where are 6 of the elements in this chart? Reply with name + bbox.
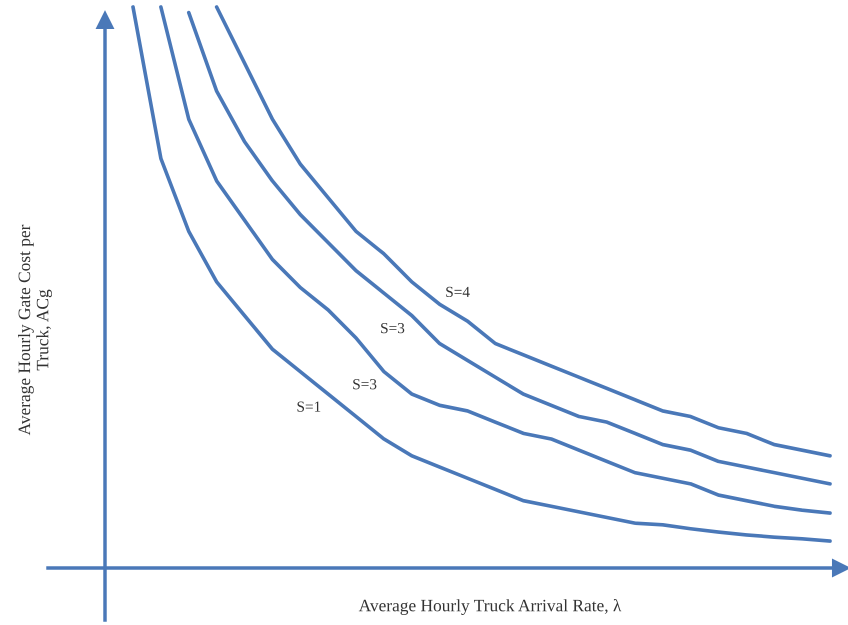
- series-label: S=1: [297, 402, 320, 412]
- x-axis-title: Average Hourly Truck Arrival Rate, λ: [358, 599, 622, 615]
- series-label: S=4: [446, 286, 470, 298]
- series-label: S=3: [381, 322, 404, 334]
- y-axis-title: Average Hourly Gate Cost per Truck, ACg: [18, 224, 52, 436]
- series-label: S=3: [353, 379, 376, 390]
